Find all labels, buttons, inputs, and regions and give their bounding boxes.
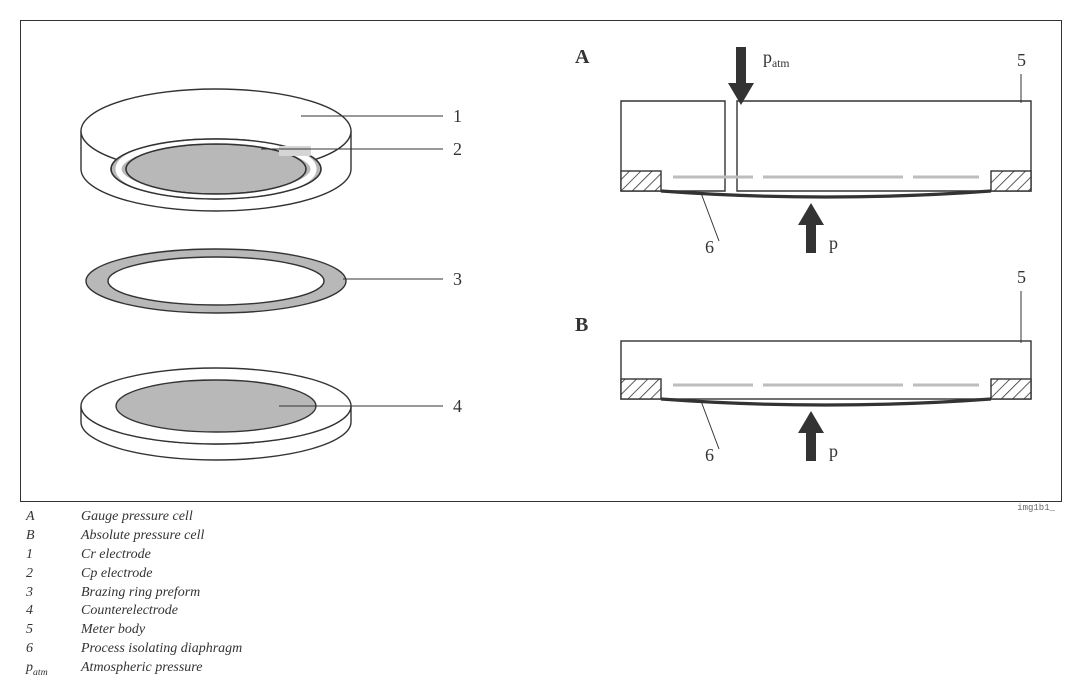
- legend-row: 3Brazing ring preform: [26, 584, 1064, 603]
- legend-key: 6: [26, 640, 81, 659]
- legend-text: Counterelectrode: [81, 602, 178, 621]
- legend-key: A: [26, 508, 81, 527]
- legend-text: Atmospheric pressure: [81, 659, 202, 679]
- pressure-cell-diagram: 1 2 3 4 5 6 p 5 6 p A Bpatm: [21, 21, 1061, 501]
- svg-text:5: 5: [1017, 267, 1026, 287]
- svg-text:6: 6: [705, 237, 714, 257]
- svg-text:patm: patm: [763, 47, 790, 70]
- svg-text:p: p: [829, 441, 838, 461]
- svg-text:2: 2: [453, 139, 462, 159]
- legend-text: Gauge pressure cell: [81, 508, 193, 527]
- svg-text:p: p: [829, 233, 838, 253]
- legend-key: 2: [26, 565, 81, 584]
- legend-text: Meter body: [81, 621, 145, 640]
- svg-text:6: 6: [705, 445, 714, 465]
- legend-key: 3: [26, 584, 81, 603]
- figure-id-label: img1b1_: [1017, 503, 1055, 513]
- figure-frame: 123456p56pABpatm img1b1_: [20, 20, 1062, 502]
- svg-text:B: B: [575, 314, 588, 336]
- legend-key: B: [26, 527, 81, 546]
- legend-key: patm: [26, 659, 81, 679]
- svg-text:5: 5: [1017, 50, 1026, 70]
- legend-row: BAbsolute pressure cell: [26, 527, 1064, 546]
- svg-text:3: 3: [453, 269, 462, 289]
- legend-text: Process isolating diaphragm: [81, 640, 242, 659]
- legend-key: 1: [26, 546, 81, 565]
- legend-row: 5Meter body: [26, 621, 1064, 640]
- legend-row: 2Cp electrode: [26, 565, 1064, 584]
- svg-text:A: A: [575, 46, 590, 68]
- svg-text:4: 4: [453, 396, 462, 416]
- legend-row: patmAtmospheric pressure: [26, 659, 1064, 679]
- legend-text: Absolute pressure cell: [81, 527, 204, 546]
- legend-row: 4Counterelectrode: [26, 602, 1064, 621]
- legend: AGauge pressure cellBAbsolute pressure c…: [26, 508, 1064, 679]
- legend-row: 6Process isolating diaphragm: [26, 640, 1064, 659]
- legend-key: 5: [26, 621, 81, 640]
- legend-text: Cp electrode: [81, 565, 152, 584]
- legend-text: Brazing ring preform: [81, 584, 200, 603]
- legend-text: Cr electrode: [81, 546, 151, 565]
- svg-text:1: 1: [453, 106, 462, 126]
- legend-key: 4: [26, 602, 81, 621]
- legend-row: AGauge pressure cell: [26, 508, 1064, 527]
- legend-row: 1Cr electrode: [26, 546, 1064, 565]
